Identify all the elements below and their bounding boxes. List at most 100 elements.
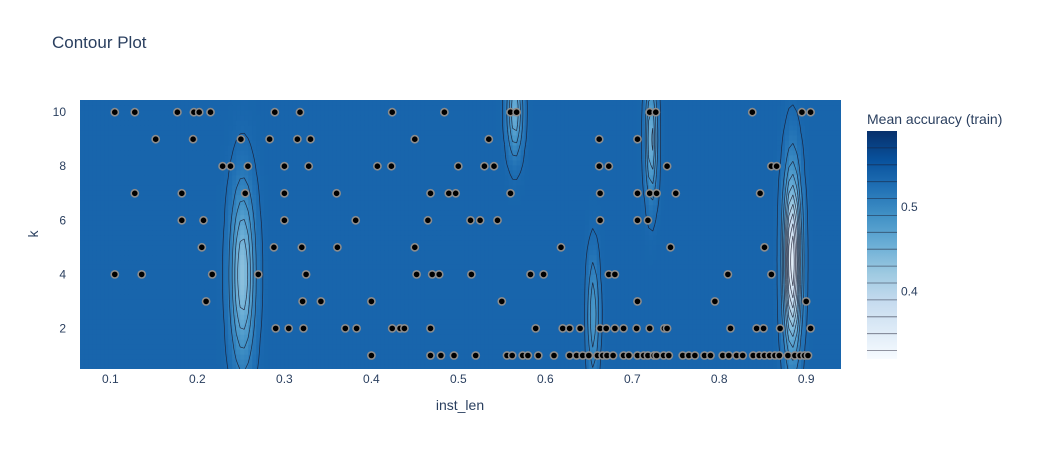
- heat-cell: [156, 254, 161, 260]
- heat-cell: [80, 264, 85, 270]
- heat-cell: [709, 334, 714, 340]
- heat-cell: [701, 364, 706, 370]
- heat-cell: [244, 279, 249, 285]
- heat-cell: [633, 284, 638, 290]
- heat-cell: [833, 364, 838, 370]
- heat-cell: [188, 279, 193, 285]
- heat-cell: [256, 304, 261, 310]
- heat-cell: [681, 324, 686, 330]
- heat-cell: [444, 339, 449, 345]
- heat-cell: [168, 259, 173, 265]
- heat-cell: [741, 334, 746, 340]
- heat-cell: [184, 309, 189, 315]
- heat-cell: [380, 269, 385, 275]
- heat-cell: [525, 289, 530, 295]
- heat-cell: [573, 239, 578, 245]
- heat-cell: [364, 324, 369, 330]
- heat-cell: [701, 264, 706, 270]
- heat-cell: [677, 324, 682, 330]
- heat-cell: [144, 344, 149, 350]
- heat-cell: [573, 244, 578, 250]
- heat-cell: [360, 314, 365, 320]
- heat-cell: [212, 354, 217, 360]
- heat-cell: [136, 239, 141, 245]
- heat-cell: [633, 339, 638, 345]
- heat-cell: [132, 334, 137, 340]
- heat-cell: [821, 339, 826, 345]
- heat-cell: [228, 239, 233, 245]
- heat-cell: [537, 244, 542, 250]
- heat-cell: [701, 289, 706, 295]
- heat-cell: [272, 269, 277, 275]
- heat-cell: [553, 249, 558, 255]
- heat-cell: [380, 239, 385, 245]
- heat-cell: [593, 249, 598, 255]
- heat-cell: [180, 364, 185, 370]
- heat-cell: [384, 364, 389, 370]
- heat-cell: [104, 259, 109, 265]
- heat-cell: [120, 354, 125, 360]
- heat-cell: [216, 354, 221, 360]
- heat-cell: [765, 309, 770, 315]
- heat-cell: [817, 289, 822, 295]
- heat-cell: [132, 259, 137, 265]
- heat-cell: [180, 279, 185, 285]
- heat-cell: [813, 294, 818, 300]
- heat-cell: [673, 269, 678, 275]
- heat-cell: [545, 344, 550, 350]
- heat-cell: [617, 344, 622, 350]
- heat-cell: [216, 349, 221, 355]
- heat-cell: [368, 269, 373, 275]
- heat-cell: [260, 364, 265, 370]
- heat-cell: [328, 359, 333, 365]
- heat-cell: [565, 289, 570, 295]
- heat-cell: [705, 244, 710, 250]
- heat-cell: [88, 364, 93, 370]
- heat-cell: [440, 334, 445, 340]
- heat-cell: [208, 279, 213, 285]
- heat-cell: [569, 309, 574, 315]
- heat-cell: [701, 334, 706, 340]
- heat-cell: [637, 319, 642, 325]
- heat-cell: [388, 254, 393, 260]
- heat-cell: [336, 269, 341, 275]
- heat-cell: [108, 349, 113, 355]
- heat-cell: [284, 279, 289, 285]
- heat-cell: [208, 349, 213, 355]
- heat-cell: [336, 289, 341, 295]
- heat-cell: [497, 239, 502, 245]
- heat-cell: [228, 299, 233, 305]
- heat-cell: [104, 235, 109, 241]
- heat-cell: [609, 239, 614, 245]
- heat-cell: [112, 264, 117, 270]
- heat-cell: [825, 334, 830, 340]
- heat-cell: [469, 264, 474, 270]
- heat-cell: [569, 319, 574, 325]
- heat-cell: [440, 294, 445, 300]
- heat-cell: [292, 269, 297, 275]
- heat-cell: [549, 284, 554, 290]
- heat-cell: [392, 364, 397, 370]
- heat-cell: [108, 324, 113, 330]
- heat-cell: [444, 259, 449, 265]
- heat-cell: [749, 254, 754, 260]
- heat-cell: [184, 299, 189, 305]
- heat-cell: [248, 289, 253, 295]
- heat-cell: [328, 334, 333, 340]
- heat-cell: [593, 309, 598, 315]
- heat-cell: [268, 289, 273, 295]
- heat-cell: [541, 264, 546, 270]
- heat-cell: [805, 364, 810, 370]
- heat-cell: [745, 244, 750, 250]
- heat-cell: [440, 244, 445, 250]
- heat-cell: [80, 359, 85, 365]
- heat-cell: [104, 239, 109, 245]
- heat-cell: [148, 294, 153, 300]
- heat-cell: [292, 309, 297, 315]
- heat-cell: [96, 259, 101, 265]
- heat-cell: [312, 314, 317, 320]
- heat-cell: [440, 284, 445, 290]
- heat-cell: [541, 244, 546, 250]
- heat-cell: [408, 349, 413, 355]
- heat-cell: [328, 319, 333, 325]
